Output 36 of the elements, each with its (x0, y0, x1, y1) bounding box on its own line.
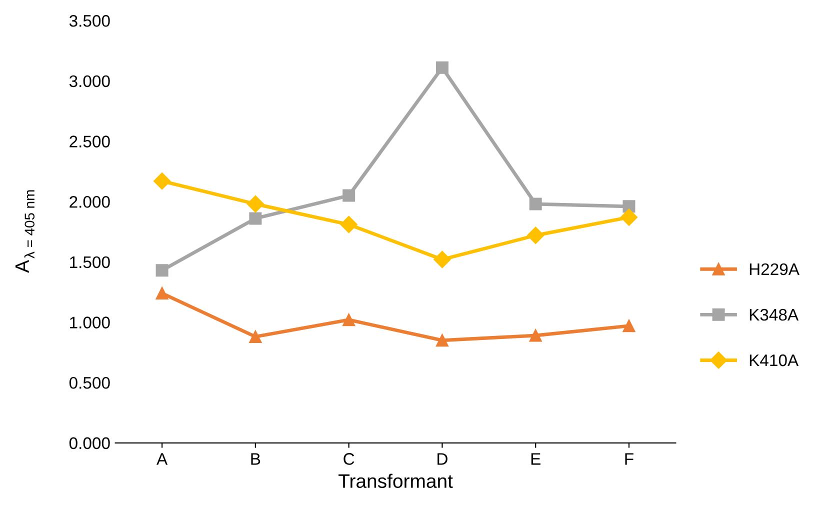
point (342, 314, 356, 326)
point (527, 226, 544, 244)
point (434, 250, 451, 268)
point (249, 212, 262, 225)
x-tick-label: C (344, 453, 354, 465)
y-tick-label: 1.500 (70, 256, 110, 268)
point (156, 287, 168, 300)
x-tick-label: D (438, 453, 448, 465)
point (246, 195, 264, 213)
y-tick-label: 2.000 (70, 196, 110, 208)
point (340, 216, 358, 234)
point (342, 189, 356, 202)
point (622, 320, 636, 332)
x-axis-title: Transformant (338, 474, 453, 488)
point (529, 198, 542, 210)
y-tick-label: 0.000 (69, 437, 110, 450)
x-tick-label: F (625, 453, 634, 465)
point (620, 208, 638, 226)
x-tick-label: A (156, 453, 168, 465)
legend-label: H229A (750, 263, 800, 276)
point (249, 330, 262, 343)
x-tick-label: E (531, 453, 540, 465)
y-tick-label: 2.500 (70, 136, 110, 148)
y-tick-label: 3.500 (69, 15, 110, 27)
point (529, 329, 542, 342)
x-tick-label: B (251, 453, 260, 465)
point (436, 334, 448, 347)
y-tick-label: 0.500 (69, 376, 110, 389)
point (154, 172, 171, 190)
legend-label: K348A (750, 308, 799, 321)
point (156, 264, 168, 277)
y-axis-title: Aλ = 405 nm (15, 190, 35, 273)
legend-label: K410A (750, 354, 799, 366)
y-tick-label: 3.000 (69, 75, 110, 88)
y-tick-label: 1.000 (70, 316, 110, 328)
point (436, 61, 448, 74)
